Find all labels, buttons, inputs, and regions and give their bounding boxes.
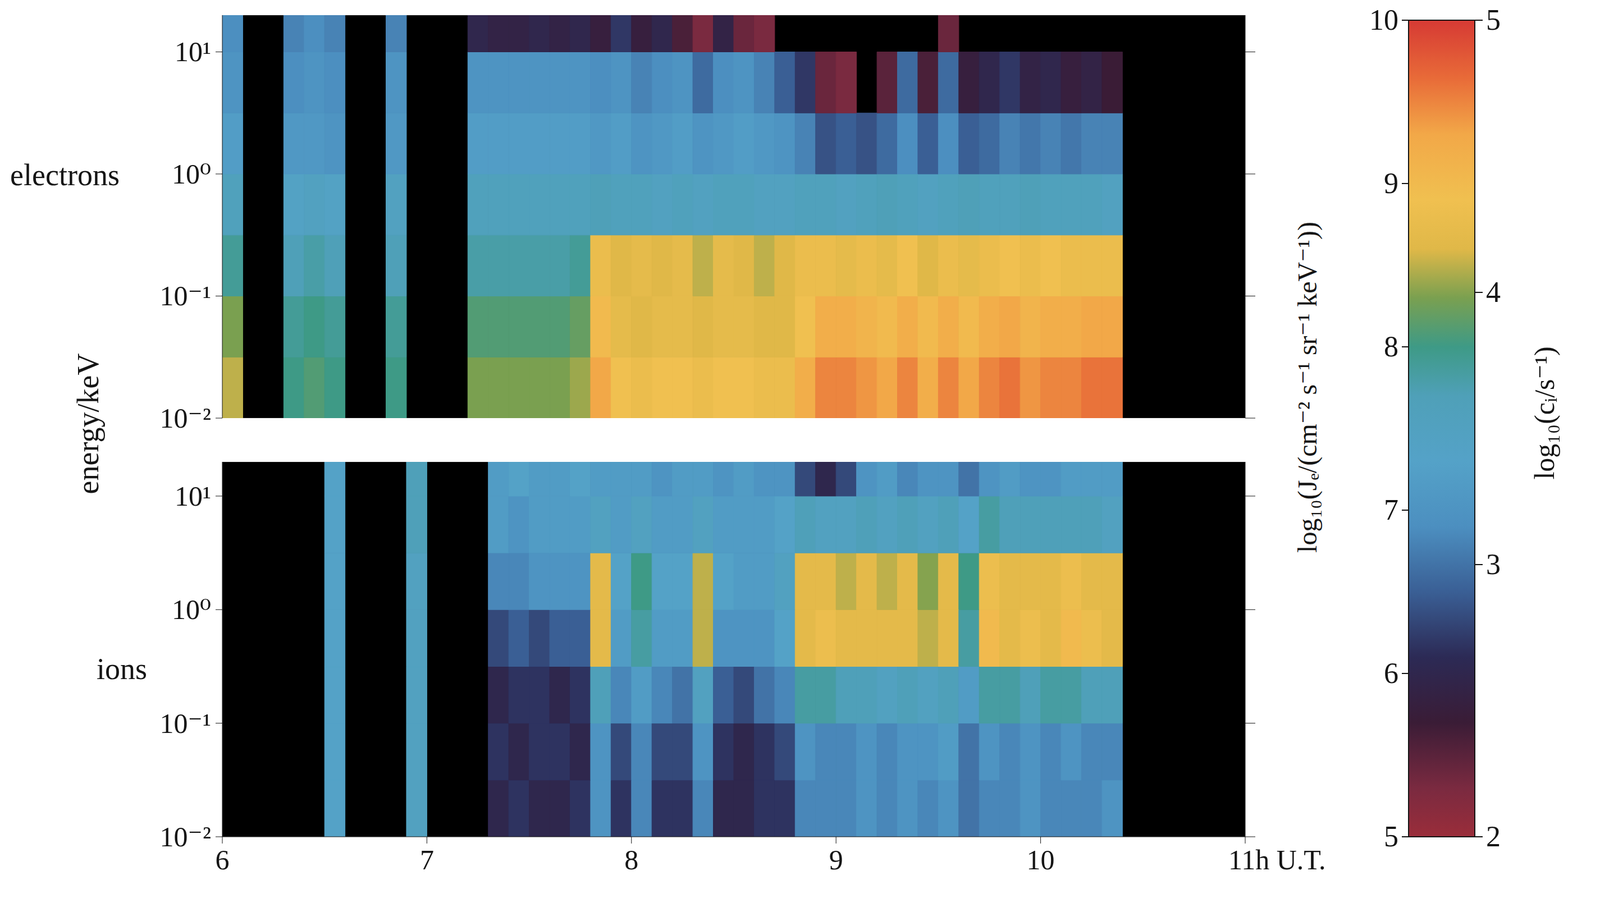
svg-text:5: 5 xyxy=(1486,3,1501,36)
svg-text:10: 10 xyxy=(1026,844,1055,876)
svg-text:electrons: electrons xyxy=(10,158,120,192)
svg-text:energy/keV: energy/keV xyxy=(71,353,105,495)
svg-text:4: 4 xyxy=(1486,276,1501,309)
svg-text:10¹: 10¹ xyxy=(174,480,212,512)
svg-text:10⁻¹: 10⁻¹ xyxy=(160,280,212,312)
svg-text:7: 7 xyxy=(1383,494,1399,527)
svg-text:3: 3 xyxy=(1486,548,1501,581)
svg-text:10⁻²: 10⁻² xyxy=(160,821,212,853)
svg-text:10: 10 xyxy=(1369,3,1399,36)
svg-text:10⁻²: 10⁻² xyxy=(160,402,212,434)
svg-text:9: 9 xyxy=(829,844,844,876)
svg-text:8: 8 xyxy=(1383,330,1399,363)
svg-text:7: 7 xyxy=(419,844,434,876)
svg-text:2: 2 xyxy=(1486,820,1501,853)
svg-text:10¹: 10¹ xyxy=(174,35,212,68)
svg-text:log₁₀(Jₑ/(cm⁻² s⁻¹ sr⁻¹ keV⁻¹): log₁₀(Jₑ/(cm⁻² s⁻¹ sr⁻¹ keV⁻¹)) xyxy=(1292,221,1323,553)
svg-text:6: 6 xyxy=(1383,657,1399,690)
svg-text:ions: ions xyxy=(96,652,148,687)
svg-text:log₁₀(cᵢ/s⁻¹): log₁₀(cᵢ/s⁻¹) xyxy=(1528,346,1561,480)
svg-text:10⁻¹: 10⁻¹ xyxy=(160,707,212,740)
svg-text:8: 8 xyxy=(624,844,639,876)
svg-text:9: 9 xyxy=(1383,167,1399,200)
svg-text:6: 6 xyxy=(215,844,230,876)
svg-text:11h U.T.: 11h U.T. xyxy=(1228,844,1327,876)
svg-text:5: 5 xyxy=(1383,820,1399,853)
svg-text:10⁰: 10⁰ xyxy=(171,593,212,626)
svg-text:10⁰: 10⁰ xyxy=(171,158,212,190)
